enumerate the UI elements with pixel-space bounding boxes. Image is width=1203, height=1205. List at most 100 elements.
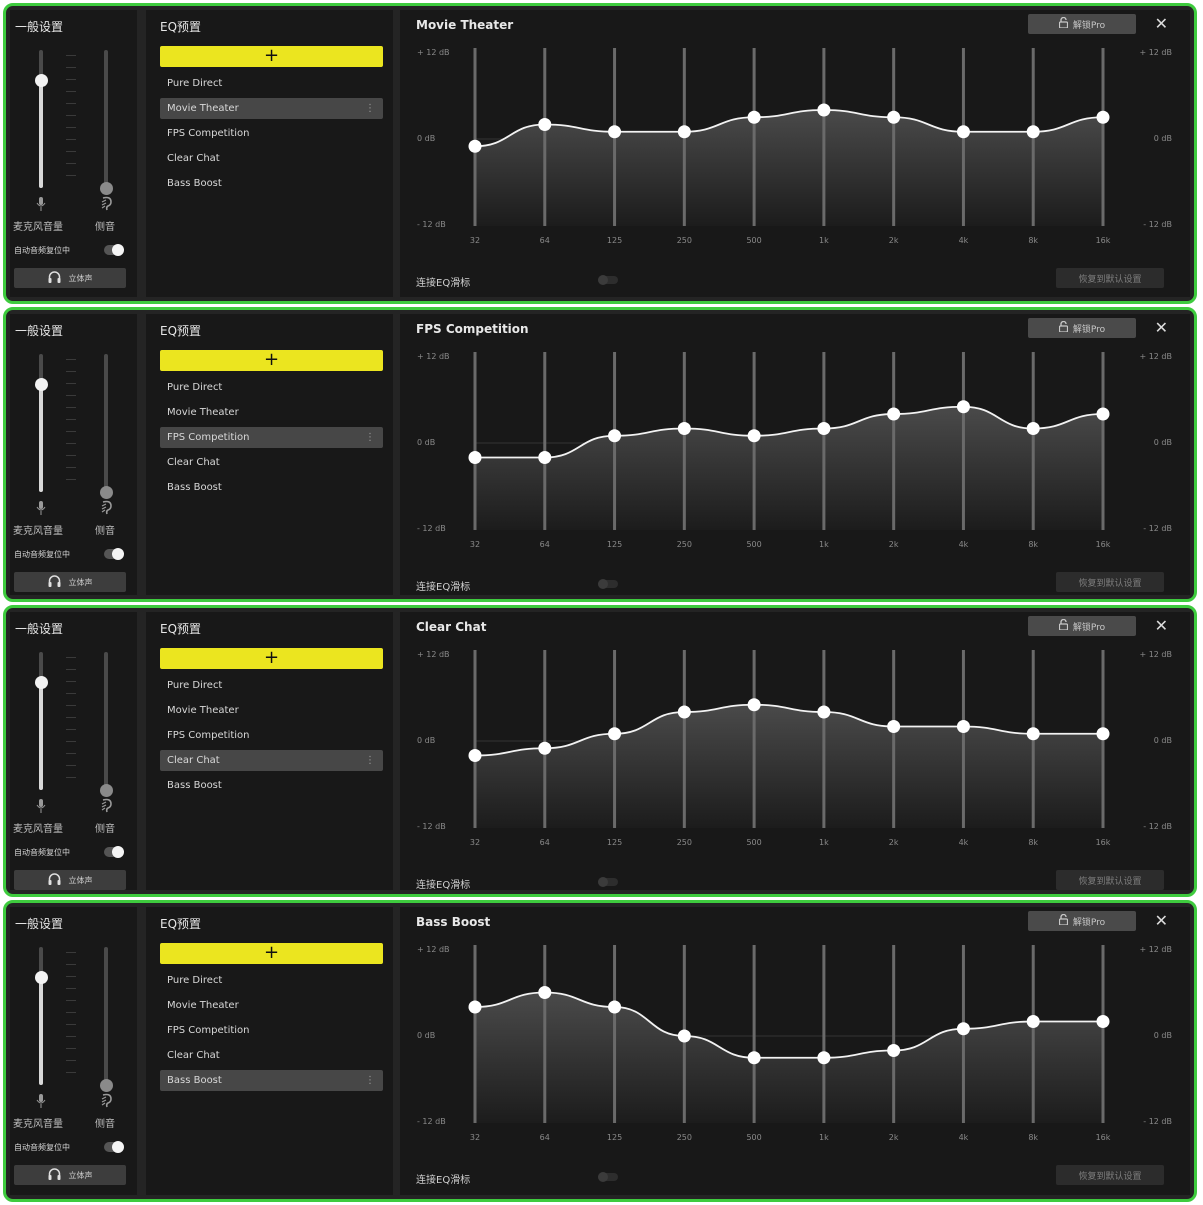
band-handle[interactable] (468, 139, 482, 153)
stereo-button[interactable]: 立体声 (14, 870, 126, 890)
band-handle[interactable] (468, 451, 482, 464)
preset-item[interactable]: Movie Theater ⋮ (160, 98, 383, 119)
close-icon[interactable]: ✕ (1154, 911, 1168, 930)
band-handle[interactable] (817, 705, 831, 719)
preset-item[interactable]: Movie Theater (160, 700, 383, 721)
unlock-pro-button[interactable]: 解锁Pro (1028, 318, 1136, 338)
auto-center-toggle[interactable] (104, 846, 124, 858)
mic-volume-handle[interactable] (34, 377, 48, 391)
reset-default-button[interactable]: 恢复到默认设置 (1056, 870, 1164, 890)
mic-volume-slider[interactable] (39, 947, 43, 1085)
band-handle[interactable] (956, 125, 970, 139)
band-handle[interactable] (1096, 727, 1110, 741)
preset-item[interactable]: Movie Theater (160, 995, 383, 1016)
preset-item[interactable]: Pure Direct (160, 970, 383, 991)
link-eq-toggle[interactable] (598, 579, 618, 589)
preset-item[interactable]: Pure Direct (160, 73, 383, 94)
preset-item[interactable]: FPS Competition ⋮ (160, 427, 383, 448)
preset-item[interactable]: Bass Boost (160, 477, 383, 498)
sidetone-handle[interactable] (99, 1078, 113, 1092)
close-icon[interactable]: ✕ (1154, 318, 1168, 337)
band-handle[interactable] (608, 727, 622, 741)
band-handle[interactable] (747, 698, 761, 712)
preset-item[interactable]: Pure Direct (160, 377, 383, 398)
mic-volume-handle[interactable] (34, 970, 48, 984)
auto-center-toggle[interactable] (104, 244, 124, 256)
band-handle[interactable] (817, 422, 831, 435)
mic-volume-handle[interactable] (34, 675, 48, 689)
preset-item[interactable]: Pure Direct (160, 675, 383, 696)
band-handle[interactable] (1026, 422, 1040, 435)
band-handle[interactable] (468, 749, 482, 762)
band-handle[interactable] (677, 125, 691, 139)
unlock-pro-button[interactable]: 解锁Pro (1028, 14, 1136, 34)
band-handle[interactable] (608, 125, 622, 139)
band-handle[interactable] (956, 400, 970, 414)
band-handle[interactable] (747, 110, 761, 124)
sidetone-handle[interactable] (99, 783, 113, 797)
preset-item[interactable]: Clear Chat (160, 148, 383, 169)
band-handle[interactable] (1096, 407, 1110, 421)
band-handle[interactable] (956, 1022, 970, 1036)
band-handle[interactable] (817, 103, 831, 117)
band-handle[interactable] (1026, 1015, 1040, 1028)
add-preset-button[interactable]: + (160, 648, 383, 669)
band-handle[interactable] (677, 1029, 691, 1043)
band-handle[interactable] (747, 1051, 761, 1065)
sidetone-slider[interactable] (104, 354, 108, 492)
band-handle[interactable] (608, 1000, 622, 1014)
sidetone-handle[interactable] (99, 181, 113, 195)
band-handle[interactable] (887, 720, 901, 733)
preset-item[interactable]: Movie Theater (160, 402, 383, 423)
band-handle[interactable] (1026, 125, 1040, 139)
band-handle[interactable] (538, 741, 552, 755)
band-handle[interactable] (1096, 110, 1110, 124)
band-handle[interactable] (677, 705, 691, 719)
more-options-icon[interactable]: ⋮ (365, 103, 375, 114)
stereo-button[interactable]: 立体声 (14, 572, 126, 592)
band-handle[interactable] (538, 451, 552, 464)
reset-default-button[interactable]: 恢复到默认设置 (1056, 1165, 1164, 1185)
sidetone-handle[interactable] (99, 485, 113, 499)
mic-volume-slider[interactable] (39, 354, 43, 492)
mic-volume-slider[interactable] (39, 652, 43, 790)
band-handle[interactable] (677, 422, 691, 435)
band-handle[interactable] (1096, 1015, 1110, 1028)
link-eq-toggle[interactable] (598, 1172, 618, 1182)
stereo-button[interactable]: 立体声 (14, 1165, 126, 1185)
mic-volume-slider[interactable] (39, 50, 43, 188)
preset-item[interactable]: Bass Boost (160, 173, 383, 194)
preset-item[interactable]: Clear Chat ⋮ (160, 750, 383, 771)
sidetone-slider[interactable] (104, 947, 108, 1085)
preset-item[interactable]: Clear Chat (160, 452, 383, 473)
preset-item[interactable]: Bass Boost (160, 775, 383, 796)
link-eq-toggle[interactable] (598, 275, 618, 285)
add-preset-button[interactable]: + (160, 46, 383, 67)
more-options-icon[interactable]: ⋮ (365, 432, 375, 443)
band-handle[interactable] (887, 1044, 901, 1057)
preset-item[interactable]: Bass Boost ⋮ (160, 1070, 383, 1091)
sidetone-slider[interactable] (104, 50, 108, 188)
band-handle[interactable] (956, 720, 970, 733)
preset-item[interactable]: Clear Chat (160, 1045, 383, 1066)
preset-item[interactable]: FPS Competition (160, 123, 383, 144)
band-handle[interactable] (887, 407, 901, 421)
preset-item[interactable]: FPS Competition (160, 725, 383, 746)
more-options-icon[interactable]: ⋮ (365, 755, 375, 766)
band-handle[interactable] (538, 118, 552, 131)
mic-volume-handle[interactable] (34, 73, 48, 87)
auto-center-toggle[interactable] (104, 1141, 124, 1153)
band-handle[interactable] (1026, 727, 1040, 741)
add-preset-button[interactable]: + (160, 350, 383, 371)
band-handle[interactable] (747, 429, 761, 443)
unlock-pro-button[interactable]: 解锁Pro (1028, 616, 1136, 636)
reset-default-button[interactable]: 恢复到默认设置 (1056, 572, 1164, 592)
add-preset-button[interactable]: + (160, 943, 383, 964)
close-icon[interactable]: ✕ (1154, 14, 1168, 33)
sidetone-slider[interactable] (104, 652, 108, 790)
link-eq-toggle[interactable] (598, 877, 618, 887)
preset-item[interactable]: FPS Competition (160, 1020, 383, 1041)
band-handle[interactable] (608, 429, 622, 443)
band-handle[interactable] (538, 986, 552, 999)
band-handle[interactable] (468, 1000, 482, 1014)
